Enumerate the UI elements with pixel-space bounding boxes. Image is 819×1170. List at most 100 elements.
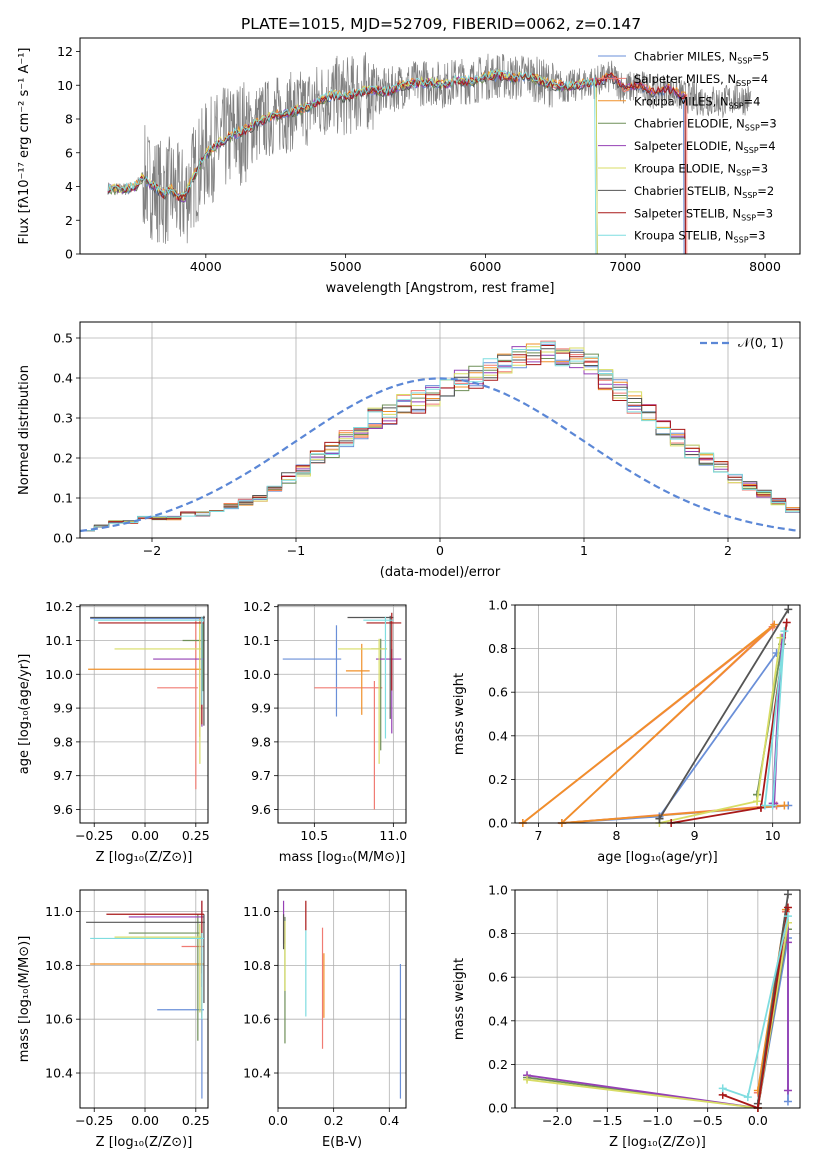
x-tick-label: 6000 xyxy=(470,259,502,274)
axes-frame xyxy=(79,604,209,824)
y-tick-label: 9.7 xyxy=(53,768,73,783)
x-tick-label: 7000 xyxy=(609,259,641,274)
y-tick-label: 0.0 xyxy=(488,1101,508,1116)
x-tick-label: 0.2 xyxy=(324,1113,344,1128)
x-tick-label: −1.5 xyxy=(592,1113,622,1128)
legend-label: Salpeter MILES, NSSP=4 xyxy=(634,72,768,88)
plus-marker xyxy=(780,627,789,636)
y-tick-label: 4 xyxy=(65,179,73,194)
y-tick-label: 0.1 xyxy=(53,491,73,506)
legend-label: Salpeter ELODIE, NSSP=4 xyxy=(634,139,776,155)
x-axis-label: wavelength [Angstrom, rest frame] xyxy=(326,281,555,296)
x-axis-label: Z [log₁₀(Z/Z⊙)] xyxy=(96,1135,193,1150)
mass-vs-metallicity-panel: −0.25 0.00 0.25 10.4 10.6 10.8 11.0 Z [log₁₀(Z/… xyxy=(17,889,210,1150)
y-tick-label: 9.9 xyxy=(53,701,73,716)
y-tick-label: 11.0 xyxy=(45,904,73,919)
y-tick-label: 0.8 xyxy=(488,926,508,941)
plus-marker xyxy=(753,797,762,806)
plus-marker xyxy=(782,618,791,627)
y-tick-label: 9.8 xyxy=(53,734,73,749)
x-axis-label: (data-model)/error xyxy=(380,565,501,580)
x-tick-label: 10.5 xyxy=(300,828,328,843)
y-tick-label: 0.6 xyxy=(488,685,508,700)
legend-label: Kroupa MILES, NSSP=4 xyxy=(634,94,760,110)
plus-marker xyxy=(784,605,793,614)
plus-marker xyxy=(783,1086,792,1095)
weight-vs-age-panel: 7 8 9 10 0.0 0.2 0.4 0.6 0.8 1.0 age [log₁₀(age/yr… xyxy=(452,598,801,865)
y-tick-label: 0.8 xyxy=(488,641,508,656)
x-tick-label: −0.25 xyxy=(75,828,113,843)
y-tick-label: 10.1 xyxy=(45,633,73,648)
y-axis-label: Normed distribution xyxy=(17,365,32,495)
y-axis-label: age [log₁₀(age/yr)] xyxy=(17,654,32,775)
x-tick-label: 0.25 xyxy=(182,828,210,843)
y-tick-label: 0.3 xyxy=(53,411,73,426)
x-axis-label: Z [log₁₀(Z/Z⊙)] xyxy=(96,850,193,865)
x-tick-label: 7 xyxy=(534,828,542,843)
y-tick-label: 6 xyxy=(65,145,73,160)
y-tick-label: 0.2 xyxy=(53,451,73,466)
weight-line xyxy=(659,637,782,824)
y-tick-label: 1.0 xyxy=(488,883,508,898)
weight-line xyxy=(671,622,788,824)
y-tick-label: 10 xyxy=(57,78,73,93)
observed-spectrum-line xyxy=(107,52,752,244)
weight-line xyxy=(522,623,785,825)
x-tick-label: 0 xyxy=(436,543,444,558)
x-axis-label: Z [log₁₀(Z/Z⊙)] xyxy=(609,1135,706,1150)
y-tick-label: 12 xyxy=(57,44,73,59)
y-axis-label: mass weight xyxy=(452,673,467,755)
x-tick-label: 0.4 xyxy=(379,1113,399,1128)
x-tick-label: 0.25 xyxy=(182,1113,210,1128)
x-tick-label: 9 xyxy=(691,828,699,843)
plus-marker xyxy=(760,801,769,810)
weight-vs-metallicity-panel: −2.0 −1.5 −1.0 −0.5 0.0 0.0 0.2 0.4 0.6 0.8 1.0 Z [… xyxy=(452,883,801,1150)
legend-label: Chabrier MILES, NSSP=5 xyxy=(634,50,769,66)
plus-marker xyxy=(655,814,664,823)
y-tick-label: 8 xyxy=(65,112,73,127)
x-tick-label: 8000 xyxy=(749,259,781,274)
y-tick-label: 0.0 xyxy=(488,816,508,831)
plus-marker xyxy=(780,801,789,810)
y-tick-label: 0 xyxy=(65,247,73,262)
plus-marker xyxy=(783,1097,792,1106)
age-vs-mass-panel: 10.5 11.0 9.6 9.7 9.8 9.9 10.0 10.1 10.2 mass [lo… xyxy=(243,599,407,865)
y-tick-label: 9.9 xyxy=(251,701,271,716)
legend-label: Chabrier STELIB, NSSP=2 xyxy=(634,184,774,200)
x-tick-label: −1 xyxy=(287,543,305,558)
y-tick-label: 0.2 xyxy=(488,772,508,787)
x-tick-label: 0.00 xyxy=(131,828,159,843)
axes-frame xyxy=(277,604,407,824)
mass-vs-ebv-panel: 0.0 0.2 0.4 10.4 10.6 10.8 11.0 E(B-V) xyxy=(243,889,407,1150)
x-tick-label: −2.0 xyxy=(542,1113,572,1128)
y-tick-label: 1.0 xyxy=(488,598,508,613)
y-tick-label: 0.6 xyxy=(488,970,508,985)
y-tick-label: 10.8 xyxy=(243,958,271,973)
spectrum-plot-area xyxy=(107,52,752,254)
plus-marker xyxy=(770,620,779,629)
plus-marker xyxy=(783,890,792,899)
spectrum-panel: 4000 5000 6000 7000 8000 0 2 4 6 8 10 12 wavelength … xyxy=(17,37,801,296)
x-tick-label: 8 xyxy=(613,828,621,843)
legend-label: Chabrier ELODIE, NSSP=3 xyxy=(634,117,777,133)
y-tick-label: 10.6 xyxy=(243,1012,271,1027)
x-tick-label: −2 xyxy=(143,543,161,558)
y-tick-label: 0.4 xyxy=(488,728,508,743)
y-axis-label: mass weight xyxy=(452,958,467,1040)
x-tick-label: −0.25 xyxy=(75,1113,113,1128)
x-axis-label: mass [log₁₀(M/M⊙)] xyxy=(279,850,406,865)
plus-marker xyxy=(523,1075,532,1084)
y-axis-label: Flux [fλ10⁻¹⁷ erg cm⁻² s⁻¹ A⁻¹] xyxy=(17,48,32,245)
y-tick-label: 0.4 xyxy=(53,371,73,386)
axes-frame xyxy=(79,37,801,255)
plus-marker xyxy=(783,903,792,912)
legend-label: Salpeter STELIB, NSSP=3 xyxy=(634,206,773,222)
x-tick-label: 10 xyxy=(765,828,781,843)
plus-marker xyxy=(718,1084,727,1093)
y-tick-label: 10.0 xyxy=(243,667,271,682)
y-tick-label: 10.1 xyxy=(243,633,271,648)
y-tick-label: 10.4 xyxy=(243,1066,271,1081)
y-tick-label: 10.2 xyxy=(243,599,271,614)
axes-frame xyxy=(514,604,801,824)
